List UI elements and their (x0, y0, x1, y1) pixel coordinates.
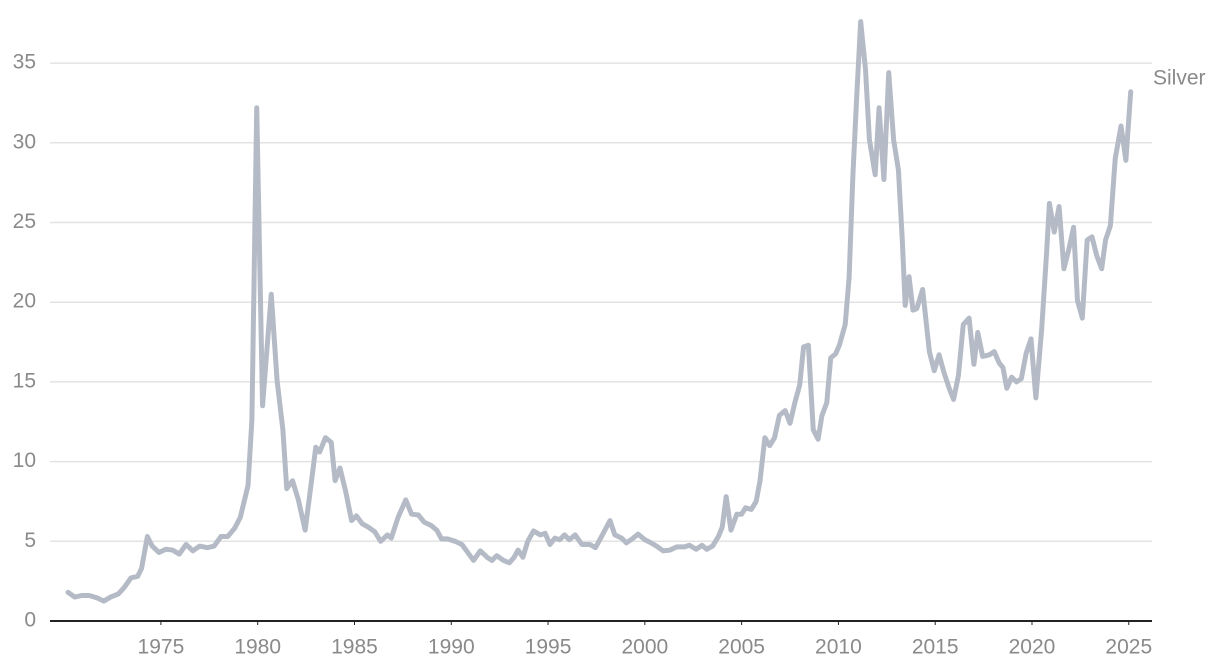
x-tick-label: 2000 (621, 636, 668, 659)
x-tick-label: 1990 (428, 636, 475, 659)
y-tick-label: 0 (24, 609, 36, 632)
y-tick-label: 30 (13, 130, 36, 153)
x-tick-label: 2010 (815, 636, 862, 659)
x-tick-label: 1980 (234, 636, 281, 659)
x-tick-label: 2020 (1009, 636, 1056, 659)
x-tick-label: 1975 (138, 636, 185, 659)
y-tick-label: 35 (13, 51, 36, 74)
series-label: Silver (1153, 66, 1206, 89)
y-tick-label: 10 (13, 449, 36, 472)
x-tick-label: 1985 (331, 636, 378, 659)
x-tick-label: 2005 (718, 636, 765, 659)
line (65, 19, 1134, 604)
y-tick-label: 5 (24, 529, 36, 552)
y-tick-label: 15 (13, 369, 36, 392)
x-tick-label: 2015 (912, 636, 959, 659)
x-tick-label: 1995 (525, 636, 572, 659)
y-tick-label: 25 (13, 210, 36, 233)
x-tick-label: 2025 (1105, 636, 1152, 659)
y-tick-label: 20 (13, 290, 36, 313)
